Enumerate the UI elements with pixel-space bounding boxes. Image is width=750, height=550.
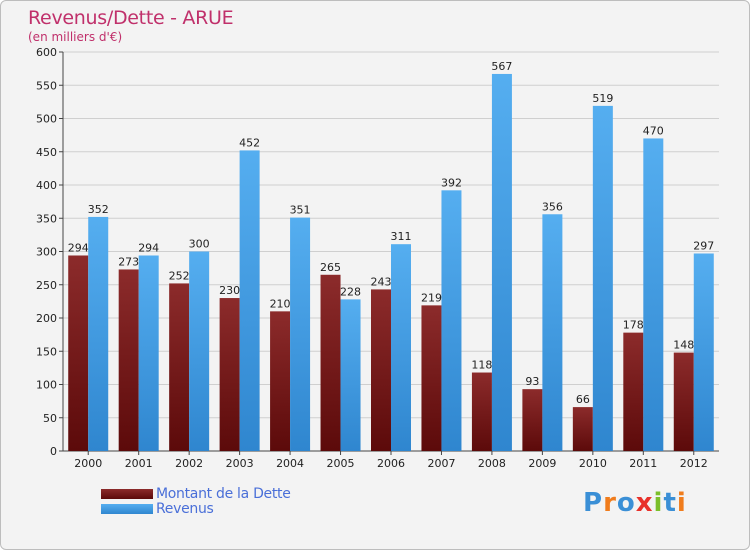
data-label: 148	[673, 339, 694, 352]
bar-dette	[219, 298, 240, 451]
bar-revenus	[138, 255, 159, 451]
y-tick-label: 500	[36, 113, 57, 126]
y-tick-label: 600	[36, 46, 57, 59]
y-tick-label: 250	[36, 279, 57, 292]
x-tick-label: 2009	[528, 457, 556, 470]
x-tick-label: 2002	[175, 457, 203, 470]
bar-dette	[623, 332, 644, 451]
bar-revenus	[441, 190, 462, 451]
data-label: 352	[88, 203, 109, 216]
data-label: 178	[623, 319, 644, 332]
data-label: 93	[525, 375, 539, 388]
bar-dette	[320, 274, 341, 451]
logo-letter: P	[583, 488, 604, 518]
logo-letter: o	[616, 488, 636, 518]
bar-revenus	[290, 217, 311, 451]
y-tick-label: 100	[36, 379, 57, 392]
data-label: 66	[576, 393, 590, 406]
bar-revenus	[693, 253, 714, 451]
data-label: 470	[643, 124, 664, 137]
bar-dette	[673, 352, 694, 451]
data-label: 519	[592, 92, 613, 105]
data-label: 297	[693, 239, 714, 252]
data-label: 567	[491, 60, 512, 73]
logo-letter: x	[635, 488, 654, 518]
bar-dette	[572, 407, 593, 451]
x-tick-label: 2012	[680, 457, 708, 470]
x-tick-label: 2008	[478, 457, 506, 470]
legend-swatch-dette	[101, 489, 153, 499]
bar-revenus	[340, 299, 361, 451]
bar-revenus	[189, 251, 210, 451]
data-label: 273	[118, 255, 139, 268]
data-label: 265	[320, 261, 341, 274]
y-tick-label: 50	[43, 412, 57, 425]
data-label: 294	[68, 241, 89, 254]
bar-revenus	[542, 214, 563, 451]
chart-subtitle: (en milliers d'€)	[28, 30, 123, 44]
x-tick-label: 2006	[377, 457, 405, 470]
data-label: 351	[290, 204, 311, 217]
x-tick-label: 2000	[74, 457, 102, 470]
legend-label-revenus: Revenus	[156, 501, 214, 517]
data-label: 300	[189, 238, 210, 251]
data-label: 452	[239, 136, 260, 149]
bar-dette	[471, 372, 492, 451]
chart-title: Revenus/Dette - ARUE	[28, 7, 234, 29]
data-label: 228	[340, 285, 361, 298]
data-label: 210	[270, 297, 291, 310]
x-tick-label: 2005	[327, 457, 355, 470]
bar-dette	[371, 289, 391, 451]
bar-dette	[270, 311, 291, 451]
bar-revenus	[391, 244, 411, 451]
x-tick-label: 2011	[629, 457, 657, 470]
x-tick-label: 2007	[427, 457, 455, 470]
data-label: 118	[471, 359, 492, 372]
logo-letter: i	[653, 488, 664, 518]
data-label: 230	[219, 284, 240, 297]
data-label: 294	[138, 241, 159, 254]
y-tick-label: 400	[36, 179, 57, 192]
data-label: 311	[391, 230, 412, 243]
logo-letter: i	[676, 488, 687, 518]
legend-label-dette: Montant de la Dette	[156, 486, 291, 502]
y-tick-label: 200	[36, 312, 57, 325]
logo-letter: r	[603, 488, 617, 518]
x-tick-label: 2010	[579, 457, 607, 470]
data-label: 252	[169, 269, 190, 282]
legend-swatch-revenus	[101, 504, 153, 514]
bar-dette	[118, 269, 139, 451]
x-tick-label: 2001	[125, 457, 153, 470]
y-tick-label: 550	[36, 79, 57, 92]
y-tick-label: 300	[36, 246, 57, 259]
bar-dette	[421, 305, 442, 451]
y-tick-label: 0	[50, 445, 57, 458]
bar-dette	[522, 389, 543, 451]
y-tick-label: 450	[36, 146, 57, 159]
bar-revenus	[239, 150, 260, 452]
y-tick-label: 150	[36, 345, 57, 358]
bar-revenus	[592, 105, 613, 452]
proxiti-logo: Proxiti	[583, 488, 687, 518]
x-tick-label: 2004	[276, 457, 304, 470]
y-tick-label: 350	[36, 212, 57, 225]
data-label: 392	[441, 176, 462, 189]
bar-revenus	[88, 216, 109, 451]
data-label: 243	[371, 275, 392, 288]
bar-dette	[169, 283, 190, 451]
x-tick-label: 2003	[226, 457, 254, 470]
bar-revenus	[643, 138, 664, 451]
data-label: 356	[542, 200, 563, 213]
bar-dette	[68, 255, 89, 451]
bar-revenus	[491, 73, 512, 451]
data-label: 219	[421, 291, 442, 304]
logo-letter: t	[663, 488, 677, 518]
